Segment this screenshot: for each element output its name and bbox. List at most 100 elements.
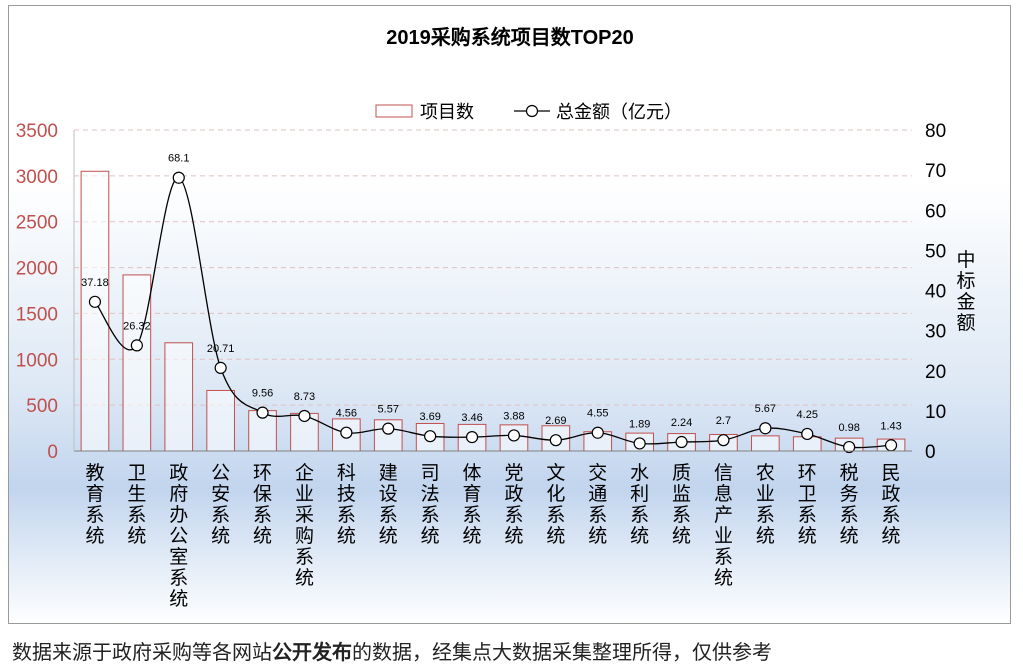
x-axis-category-label: 文化系统 bbox=[546, 462, 565, 547]
data-label: 20.71 bbox=[207, 343, 235, 355]
right-axis-tick-label: 80 bbox=[925, 121, 946, 142]
legend: 项目数 总金额（亿元） bbox=[375, 102, 682, 123]
data-label: 4.25 bbox=[797, 409, 818, 421]
left-axis-tick-label: 1500 bbox=[16, 304, 58, 325]
x-axis-category-label: 公安系统 bbox=[211, 462, 230, 547]
x-axis-category-label: 环卫系统 bbox=[798, 462, 817, 547]
data-label: 5.67 bbox=[755, 403, 776, 415]
footnote-text-start: 数据来源于政府采购等各网站 bbox=[12, 640, 272, 664]
right-axis-title: 中标金额 bbox=[956, 249, 975, 334]
x-axis-category-label: 教育系统 bbox=[85, 462, 104, 547]
data-label: 37.18 bbox=[81, 277, 109, 289]
data-label: 3.88 bbox=[503, 410, 524, 422]
legend-line-marker bbox=[525, 104, 539, 118]
right-axis-tick-label: 50 bbox=[925, 241, 946, 262]
x-axis-category-label: 质监系统 bbox=[672, 462, 691, 547]
right-axis-tick-label: 0 bbox=[925, 442, 936, 463]
x-axis-category-label: 民政系统 bbox=[882, 462, 901, 547]
line-point bbox=[214, 361, 227, 375]
line-series bbox=[88, 171, 898, 454]
x-axis-category-label: 环保系统 bbox=[253, 462, 272, 547]
data-label: 68.1 bbox=[168, 153, 189, 165]
line-point bbox=[340, 426, 353, 439]
data-label: 26.32 bbox=[123, 320, 151, 332]
x-axis-category-label: 司法系统 bbox=[421, 462, 440, 547]
data-label: 4.56 bbox=[336, 408, 357, 420]
bar bbox=[206, 389, 235, 452]
bar bbox=[751, 435, 780, 452]
line-point bbox=[465, 431, 479, 444]
axes: 0 500 1000 1500 2000 2500 3000 3500 0 10 20 30 40 50 6… bbox=[16, 121, 946, 610]
line-point bbox=[172, 171, 185, 184]
data-label: 3.69 bbox=[419, 411, 440, 423]
amount-line bbox=[94, 177, 892, 449]
line-point bbox=[507, 429, 521, 442]
bar bbox=[164, 342, 194, 452]
data-label: 8.73 bbox=[294, 391, 315, 403]
x-axis-category-label: 水利系统 bbox=[630, 462, 649, 547]
x-axis-category-label: 农业系统 bbox=[756, 462, 775, 547]
bar-series bbox=[80, 170, 906, 452]
legend-bar-label: 项目数 bbox=[420, 102, 474, 123]
line-point bbox=[759, 422, 772, 435]
right-axis-tick-label: 70 bbox=[925, 161, 946, 182]
x-axis-category-label: 税务系统 bbox=[840, 462, 859, 547]
left-axis-tick-label: 2500 bbox=[16, 213, 58, 234]
chart-background bbox=[9, 6, 1010, 623]
left-axis-tick-label: 1000 bbox=[16, 350, 58, 371]
x-axis-category-label: 科技系统 bbox=[337, 462, 356, 547]
line-point bbox=[298, 409, 311, 423]
right-axis-tick-label: 10 bbox=[925, 402, 946, 423]
right-axis-tick-label: 20 bbox=[925, 362, 946, 383]
line-point bbox=[591, 426, 604, 439]
data-label: 1.43 bbox=[880, 420, 901, 432]
line-point bbox=[424, 430, 437, 443]
left-axis-tick-label: 3500 bbox=[16, 121, 58, 142]
chart-frame: 2019采购系统项目数TOP20 37.18 26.32 68.1 20.71 9.56… bbox=[8, 5, 1011, 624]
data-label: 3.46 bbox=[461, 412, 482, 424]
left-axis-tick-label: 0 bbox=[47, 442, 58, 463]
line-point bbox=[130, 339, 143, 352]
x-axis-category-label: 体育系统 bbox=[463, 462, 482, 547]
legend-bar-swatch bbox=[375, 104, 413, 118]
data-label: 2.69 bbox=[545, 415, 566, 427]
line-point bbox=[633, 437, 646, 450]
line-point bbox=[884, 439, 898, 452]
line-point bbox=[88, 295, 102, 308]
x-axis-category-label: 党政系统 bbox=[504, 462, 523, 547]
line-point bbox=[549, 434, 562, 447]
x-axis-category-label: 信息产业系统 bbox=[714, 462, 733, 589]
bar bbox=[80, 170, 110, 452]
data-labels: 37.18 26.32 68.1 20.71 9.56 8.73 4.56 5.57 3.69 3… bbox=[81, 153, 902, 434]
line-point bbox=[675, 435, 688, 449]
chart-canvas: 2019采购系统项目数TOP20 37.18 26.32 68.1 20.71 9.56… bbox=[9, 6, 1010, 623]
line-point bbox=[382, 422, 395, 435]
data-label: 2.24 bbox=[671, 417, 692, 429]
data-label: 1.89 bbox=[629, 418, 650, 430]
source-footnote: 数据来源于政府采购等各网站公开发布的数据，经集点大数据采集整理所得，仅供参考 bbox=[12, 636, 772, 665]
right-axis-tick-label: 30 bbox=[925, 322, 946, 343]
footnote-text-end: 的数据，经集点大数据采集整理所得，仅供参考 bbox=[352, 640, 772, 664]
right-axis-tick-label: 60 bbox=[925, 201, 946, 222]
bar bbox=[122, 274, 152, 452]
line-point bbox=[843, 440, 856, 454]
data-label: 4.55 bbox=[587, 408, 608, 420]
data-label: 0.98 bbox=[838, 422, 859, 434]
x-axis-category-label: 交通系统 bbox=[588, 462, 607, 547]
x-axis-category-label: 企业采购系统 bbox=[295, 462, 314, 589]
x-axis-category-label: 政府办公室系统 bbox=[169, 462, 188, 610]
legend-line-label: 总金额（亿元） bbox=[556, 102, 682, 123]
data-label: 9.56 bbox=[252, 388, 273, 400]
left-axis-tick-label: 3000 bbox=[16, 167, 58, 188]
chart-title: 2019采购系统项目数TOP20 bbox=[386, 25, 634, 49]
footnote-bold-text: 公开发布 bbox=[272, 640, 352, 664]
data-label: 2.7 bbox=[716, 415, 731, 427]
line-point bbox=[717, 434, 730, 447]
left-axis-tick-label: 500 bbox=[26, 396, 58, 417]
right-axis-tick-label: 40 bbox=[925, 282, 946, 303]
x-axis-category-label: 建设系统 bbox=[379, 462, 398, 547]
left-axis-tick-label: 2000 bbox=[16, 259, 58, 280]
x-axis-category-label: 卫生系统 bbox=[127, 462, 146, 547]
line-point bbox=[256, 406, 269, 419]
line-point bbox=[801, 427, 814, 441]
